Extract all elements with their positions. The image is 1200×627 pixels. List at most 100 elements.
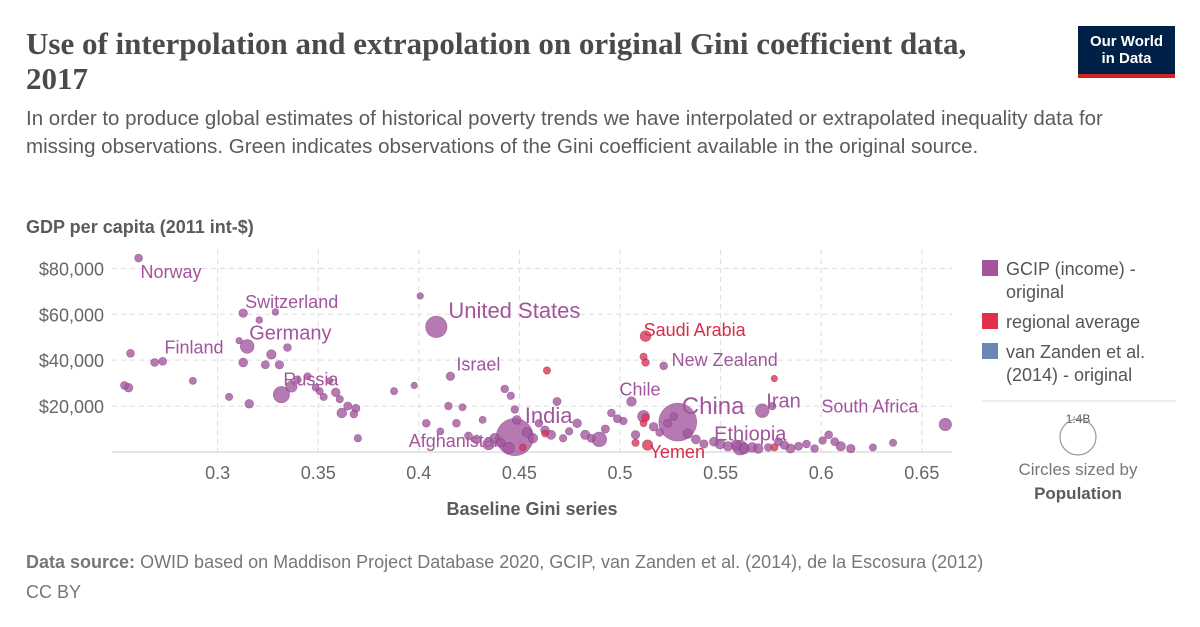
- data-point: [326, 377, 334, 385]
- data-point: [655, 428, 664, 437]
- data-point: [559, 434, 568, 443]
- data-point: [336, 407, 347, 419]
- data-point: [353, 434, 362, 443]
- data-point: [527, 433, 538, 444]
- data-point: [319, 392, 328, 401]
- data-point: [436, 427, 445, 436]
- data-point: [260, 360, 270, 370]
- data-point: [512, 415, 522, 425]
- point-label-israel: Israel: [456, 354, 500, 374]
- data-point: [770, 443, 779, 452]
- data-point-switzerland: [238, 308, 248, 318]
- data-point-afghanistan: [502, 442, 515, 454]
- data-point-iran: [755, 403, 770, 418]
- data-point-finland: [126, 348, 135, 358]
- data-point: [770, 374, 778, 383]
- data-point: [586, 433, 596, 443]
- data-point: [868, 443, 877, 452]
- logo-line2: in Data: [1101, 50, 1152, 67]
- owid-logo[interactable]: Our World in Data: [1078, 26, 1175, 78]
- data-point: [390, 387, 398, 396]
- data-point: [500, 384, 509, 394]
- data-point: [889, 438, 898, 447]
- y-tick-label: $60,000: [39, 305, 104, 325]
- point-label-saudi-arabia: Saudi Arabia: [644, 320, 747, 340]
- data-point: [669, 412, 678, 421]
- data-point: [723, 441, 734, 452]
- data-point: [311, 383, 320, 392]
- point-label-south-africa: South Africa: [821, 396, 919, 416]
- y-tick-label: $20,000: [39, 397, 104, 417]
- data-points: [120, 253, 952, 457]
- data-point: [235, 337, 243, 345]
- data-point: [471, 434, 482, 445]
- x-tick-label: 0.55: [703, 463, 738, 483]
- chart-subtitle: In order to produce global estimates of …: [26, 107, 1103, 158]
- data-point: [188, 376, 197, 385]
- legend-swatch: [982, 343, 998, 359]
- legend-label-cont: original: [1006, 282, 1064, 302]
- data-point: [303, 372, 312, 381]
- data-point-united-states: [425, 315, 448, 338]
- data-point: [225, 392, 234, 401]
- x-tick-label: 0.3: [205, 463, 230, 483]
- data-point: [519, 443, 527, 452]
- point-label-united-states: United States: [448, 298, 580, 323]
- data-point: [630, 430, 641, 440]
- point-label-china: China: [682, 393, 745, 420]
- data-point: [458, 403, 467, 412]
- data-point: [802, 439, 811, 449]
- point-label-chile: Chile: [619, 380, 660, 400]
- data-point-south-africa: [938, 417, 952, 431]
- data-point: [565, 427, 574, 436]
- data-point: [158, 357, 167, 366]
- data-point: [600, 424, 610, 434]
- legend-swatch: [982, 313, 998, 329]
- data-point-saudi-arabia: [639, 330, 652, 342]
- license: CC BY: [26, 582, 82, 602]
- logo-line1: Our World: [1089, 33, 1164, 50]
- data-point: [495, 438, 506, 448]
- data-point: [818, 436, 827, 445]
- point-label-new-zealand: New Zealand: [672, 350, 778, 370]
- point-label-ethiopia: Ethiopia: [714, 424, 787, 446]
- point-label-germany: Germany: [249, 322, 331, 344]
- data-point: [464, 431, 473, 441]
- y-tick-label: $40,000: [39, 351, 104, 371]
- source-text: OWID based on Maddison Project Database …: [140, 552, 984, 572]
- data-point: [824, 430, 833, 440]
- point-label-norway: Norway: [141, 262, 202, 282]
- legend: GCIP (income) - original regional average v…: [982, 259, 1145, 385]
- x-tick-label: 0.65: [904, 463, 939, 483]
- legend-label-cont: (2014) - original: [1006, 365, 1132, 385]
- x-tick-label: 0.35: [301, 463, 336, 483]
- data-point: [768, 402, 777, 411]
- data-point: [607, 408, 616, 418]
- data-point: [753, 443, 764, 454]
- data-point: [335, 395, 344, 404]
- point-labels: Norway Switzerland United States Germany Fin…: [141, 262, 920, 462]
- data-point-russia: [272, 386, 290, 404]
- data-point: [639, 352, 648, 361]
- data-point: [422, 419, 431, 428]
- data-point: [349, 409, 359, 419]
- data-point-israel: [445, 371, 455, 381]
- data-point: [506, 391, 515, 400]
- data-point: [285, 380, 298, 393]
- point-label-russia: Russia: [283, 370, 339, 390]
- data-point: [452, 419, 461, 428]
- data-point: [293, 375, 302, 384]
- y-tick-label: $80,000: [39, 259, 104, 279]
- data-point: [534, 419, 544, 428]
- data-point: [619, 416, 628, 426]
- y-axis-title: GDP per capita (2011 int-$): [26, 217, 254, 237]
- data-point-new-zealand: [659, 361, 668, 371]
- x-tick-labels: 0.3 0.35 0.4 0.45 0.5 0.55 0.6 0.65: [205, 463, 939, 483]
- data-point: [478, 415, 487, 424]
- legend-label: van Zanden et al.: [1006, 342, 1145, 362]
- data-source-line: Data source: OWID based on Maddison Proj…: [26, 547, 983, 577]
- legend-swatch: [982, 260, 998, 276]
- data-point: [810, 444, 819, 453]
- point-label-india: India: [525, 403, 573, 428]
